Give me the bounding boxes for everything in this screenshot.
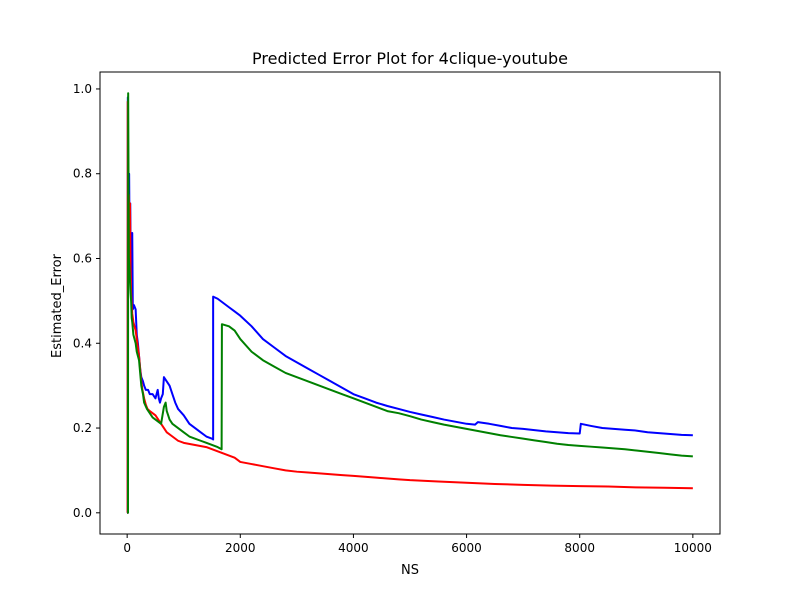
series-layer: [126, 92, 693, 514]
y-tick-label: 0.8: [73, 167, 92, 181]
x-tick-label: 0: [123, 541, 131, 555]
series-line-3: [127, 92, 693, 514]
x-axis-ticks: 0 2000 4000 6000 8000 10000: [123, 534, 712, 555]
x-tick-label: 8000: [564, 541, 595, 555]
y-axis-ticks: 0.0 0.2 0.4 0.6 0.8 1.0: [73, 82, 100, 520]
y-axis-label: Estimated_Error: [50, 253, 65, 358]
x-tick-label: 2000: [225, 541, 256, 555]
y-tick-label: 0.2: [73, 421, 92, 435]
x-axis-label: NS: [401, 563, 419, 578]
plot-frame: [99, 71, 721, 535]
y-tick-label: 0.0: [73, 506, 92, 520]
x-tick-label: 4000: [338, 541, 369, 555]
y-tick-label: 1.0: [73, 82, 92, 96]
y-tick-label: 0.4: [73, 336, 92, 350]
x-tick-label: 10000: [674, 541, 712, 555]
x-tick-label: 6000: [451, 541, 482, 555]
series-line-2: [126, 100, 693, 514]
chart-title: Predicted Error Plot for 4clique-youtube: [252, 49, 568, 68]
y-tick-label: 0.6: [73, 251, 92, 265]
